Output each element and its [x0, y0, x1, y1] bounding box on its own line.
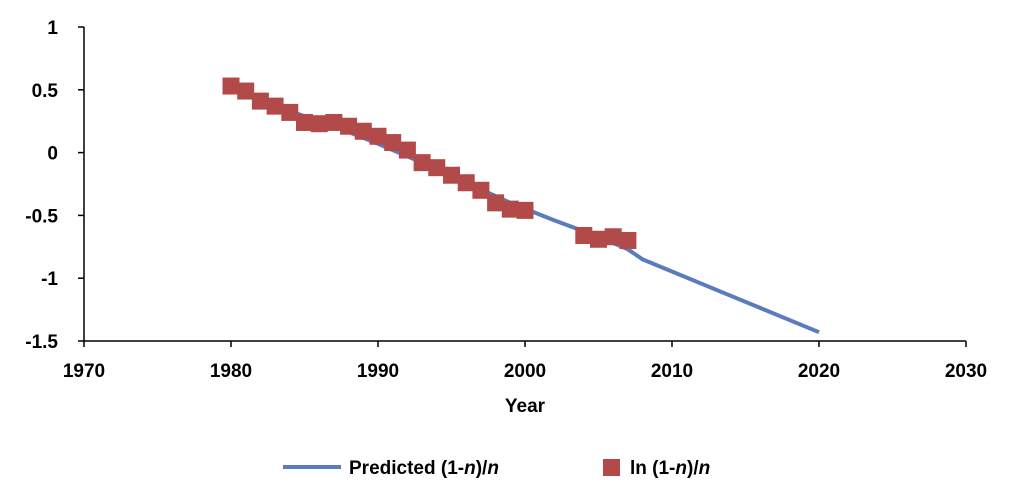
x-tick-label: 2010: [651, 361, 693, 382]
ln-marker: [575, 226, 593, 244]
ln-marker: [266, 97, 284, 115]
x-axis-label: Year: [505, 396, 546, 417]
x-tick-label: 1990: [357, 361, 399, 382]
ln-marker: [251, 92, 269, 110]
ln-marker: [384, 134, 402, 152]
x-tick-label: 1970: [63, 361, 105, 382]
y-tick-label: 1: [47, 18, 58, 39]
ln-marker: [619, 232, 637, 250]
ln-marker: [296, 113, 313, 131]
ln-marker: [516, 201, 534, 219]
x-tick-label: 2030: [945, 361, 987, 382]
y-tick-label: 0: [47, 144, 58, 165]
ln-marker: [457, 174, 475, 192]
ln-marker: [604, 228, 622, 246]
plot-area: [222, 77, 820, 335]
ln-marker: [281, 103, 299, 121]
legend-item: Predicted (1-n)/n: [283, 458, 499, 479]
y-tick-label: -0.5: [25, 206, 58, 227]
legend: Predicted (1-n)/n ln (1-n)/n: [283, 458, 710, 479]
ln-marker: [340, 117, 358, 135]
ln-marker: [325, 113, 343, 131]
ln-marker: [501, 200, 519, 218]
ln-marker: [222, 77, 240, 95]
ln-marker: [398, 141, 416, 159]
ln-marker: [443, 166, 460, 184]
ln-marker: [369, 127, 387, 145]
ln-marker: [237, 82, 255, 100]
ln-marker: [413, 154, 431, 172]
legend-label: Predicted (1-n)/n: [349, 458, 499, 479]
y-tick-label: -1.5: [25, 332, 58, 353]
ln-marker: [310, 115, 328, 133]
ln-marker: [472, 181, 490, 199]
x-tick-label: 1980: [210, 361, 252, 382]
x-tick-label: 2020: [798, 361, 840, 382]
y-tick-label: 0.5: [32, 81, 59, 102]
ln-marker: [428, 159, 446, 177]
legend-label: ln (1-n)/n: [630, 458, 710, 479]
legend-item: ln (1-n)/n: [603, 458, 710, 479]
ln-marker: [590, 230, 607, 248]
legend-marker-swatch: [603, 459, 620, 476]
y-tick-label: -1: [41, 269, 58, 290]
ln-marker: [354, 122, 372, 140]
x-tick-label: 2000: [504, 361, 546, 382]
ln-marker: [487, 194, 505, 212]
